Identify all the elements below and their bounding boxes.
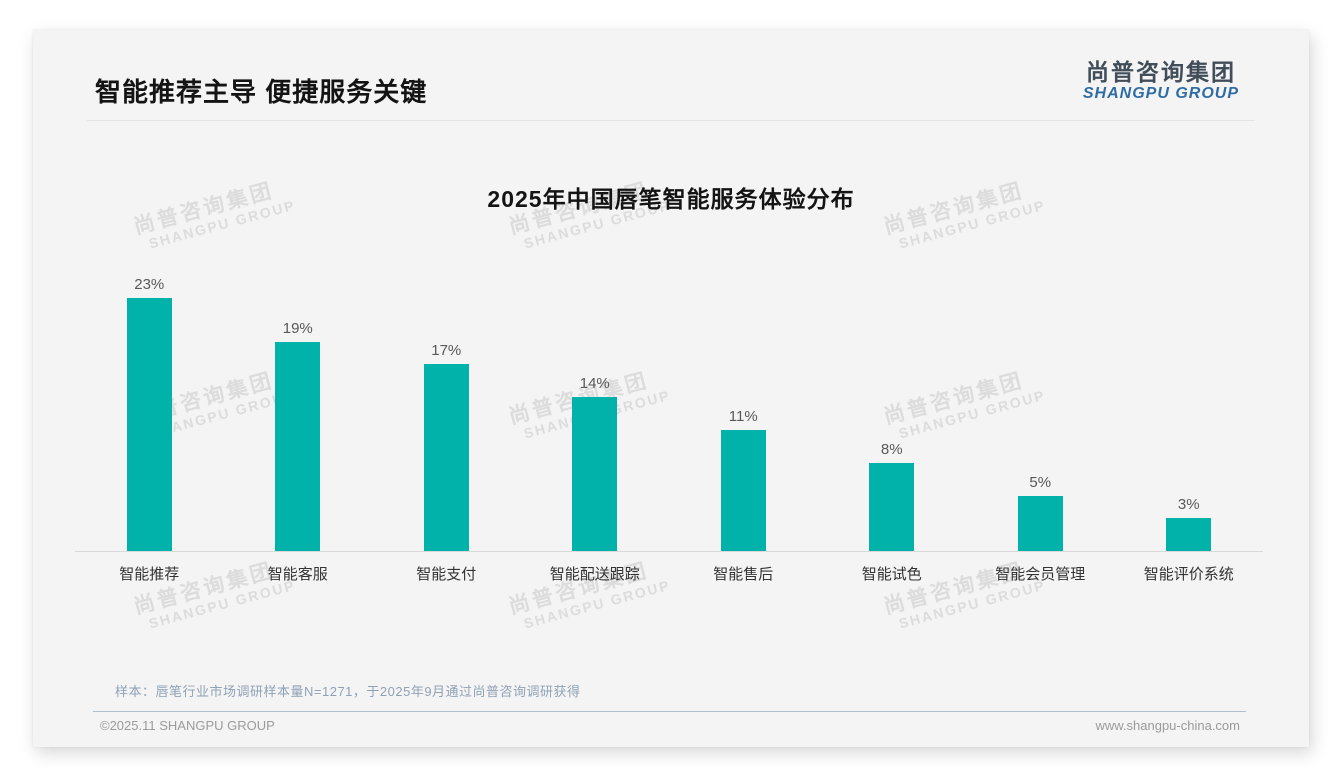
logo-text-en: SHANGPU GROUP [1082, 85, 1239, 103]
header-divider [87, 120, 1255, 121]
logo-text-zh: 尚普咨询集团 [1085, 59, 1236, 85]
category-axis: 智能推荐 智能客服 智能支付 智能配送跟踪 智能售后 智能试色 智能会员管理 智能评价系统 [75, 563, 1263, 584]
bar-value-label: 17% [431, 342, 462, 359]
bar-column: 17% [372, 274, 521, 551]
bar [572, 397, 618, 551]
category-label: 智能支付 [416, 566, 477, 583]
footer: ©2025.11 SHANGPU GROUP www.shangpu-china… [100, 718, 1240, 733]
category-label: 智能客服 [267, 566, 328, 583]
bar-value-label: 8% [880, 441, 903, 458]
category-label: 智能配送跟踪 [549, 566, 640, 583]
bar [275, 342, 321, 551]
bar-chart-plot: 23% 19% 17% 14% 11% 8% 5% 3% [75, 274, 1263, 552]
bar-column: 14% [521, 274, 670, 551]
category-label: 智能推荐 [119, 566, 180, 583]
bar [423, 364, 469, 551]
category-label: 智能售后 [713, 566, 774, 583]
shangpu-logo: 尚普咨询集团 SHANGPU GROUP [1082, 59, 1239, 103]
page-title: 智能推荐主导 便捷服务关键 [95, 77, 428, 107]
bar-column: 23% [75, 274, 224, 551]
copyright-text: ©2025.11 SHANGPU GROUP [100, 718, 275, 733]
chart-title: 2025年中国唇笔智能服务体验分布 [487, 186, 855, 212]
category-label: 智能会员管理 [995, 566, 1086, 583]
category-label: 智能评价系统 [1143, 566, 1234, 583]
bar [720, 430, 766, 551]
category-label: 智能试色 [861, 566, 922, 583]
bar-column: 8% [818, 274, 967, 551]
bar-value-label: 3% [1177, 496, 1200, 513]
bar-value-label: 23% [134, 276, 165, 293]
bar-column: 3% [1115, 274, 1264, 551]
bar [869, 463, 915, 551]
sample-footnote: 样本：唇笔行业市场调研样本量N=1271，于2025年9月通过尚普咨询调研获得 [115, 684, 581, 699]
bar-value-label: 5% [1029, 474, 1052, 491]
bar [1166, 518, 1212, 551]
bar-value-label: 19% [282, 320, 313, 337]
footer-divider [93, 711, 1246, 712]
bar-column: 5% [966, 274, 1115, 551]
bar-value-label: 11% [728, 408, 758, 425]
bar-value-label: 14% [579, 375, 610, 392]
bar [126, 298, 172, 551]
bar [1017, 496, 1063, 551]
bar-column: 19% [224, 274, 373, 551]
slide-card: 尚普咨询集团 SHANGPU GROUP 尚普咨询集团 SHANGPU GROUP 尚普… [33, 30, 1309, 747]
website-text: www.shangpu-china.com [1095, 718, 1240, 733]
bar-column: 11% [669, 274, 818, 551]
